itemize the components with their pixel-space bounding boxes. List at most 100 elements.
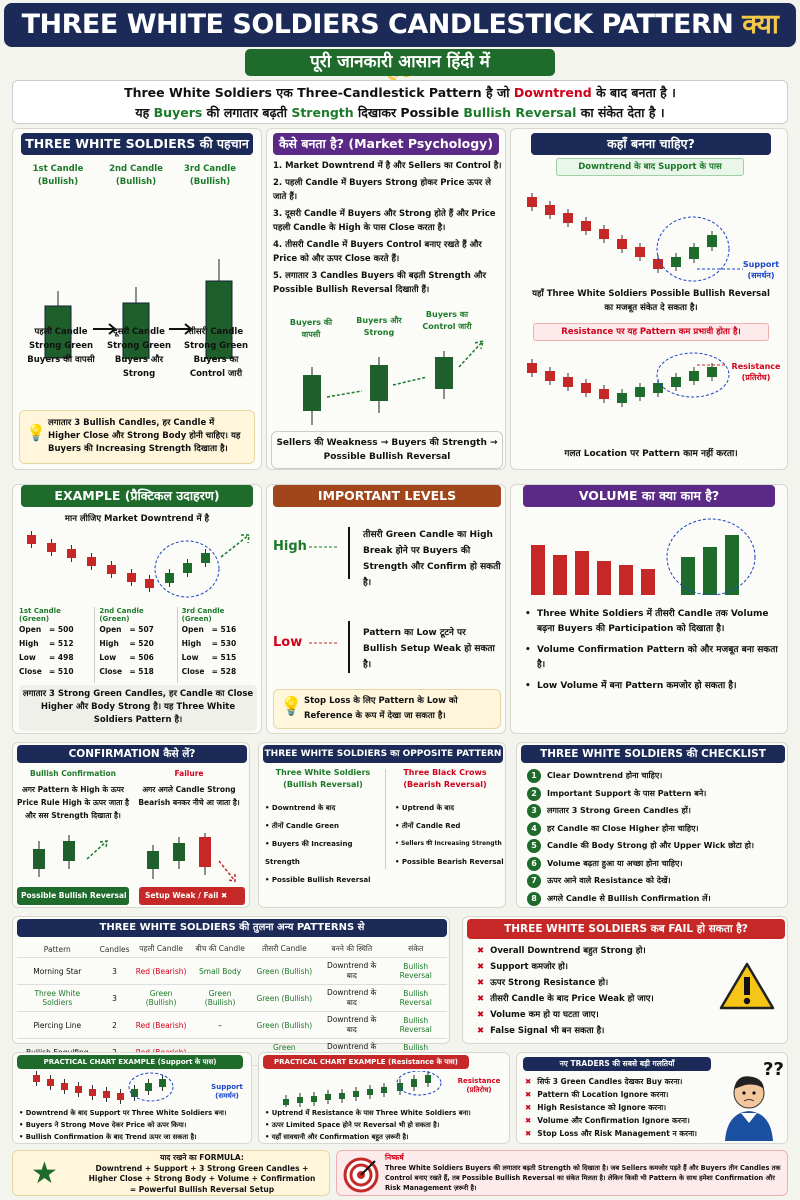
psychology-card: कैसे बनता है? (Market Psychology) 1. Mar… [266, 128, 506, 470]
practical-resistance-card: PRACTICAL CHART EXAMPLE (Resistance के प… [258, 1052, 510, 1144]
candle-body [381, 1087, 387, 1093]
star-icon: ★ [31, 1156, 58, 1191]
psych-candles [303, 339, 485, 425]
opp-right-title: Three Black Crows (Bearish Reversal) [403, 768, 487, 789]
checklist: 1 Clear Downtrend होना चाहिए। 2 Important … [527, 767, 785, 907]
opp-left-list: • Downtrend के बाद • तीनों Candle Green • … [265, 804, 371, 884]
formula-line-1: Downtrend + Support + 3 Strong Green Can… [95, 1163, 309, 1173]
intro-box: Three White Soldiers एक Three-Candlestic… [12, 80, 788, 124]
candle-body [107, 565, 116, 574]
possible-bullish-reversal-badge: Possible Bullish Reversal ✔ [17, 887, 129, 918]
candle-body [581, 221, 591, 231]
candle-body [33, 1075, 40, 1082]
c3-desc: तीसरी Candle Strong Green Buyers का Cont… [183, 327, 249, 379]
volume-bar [553, 555, 567, 595]
example-header: EXAMPLE (प्रैक्टिकल उदाहरण) [21, 485, 253, 507]
levels-note: 💡 Stop Loss के लिए Pattern के Low को Ref… [273, 689, 501, 729]
formula-line-3: = Powerful Bullish Reversal Setup [129, 1184, 275, 1194]
candle-body [325, 1094, 331, 1100]
where-header: कहाँ बनना चाहिए? [531, 133, 771, 155]
check-icon: ✔ [21, 909, 28, 918]
candle-body [47, 543, 56, 552]
highlight-circle [128, 1072, 174, 1102]
cross-icon: ✖ [477, 962, 485, 972]
where-text: यहाँ Three White Soldiers Possible Bulli… [532, 289, 770, 313]
volume-card: VOLUME का क्या काम है? • Three White Sold… [510, 484, 788, 734]
candle-body [27, 535, 36, 544]
where-warn: Resistance पर यह Pattern कम प्रभावी होता… [533, 323, 769, 341]
volume-bar [597, 561, 611, 595]
candle-body [145, 1083, 152, 1091]
example-values: 1st Candle (Green) Open = 500 High = 512 Low… [17, 607, 259, 683]
candle-body [671, 257, 681, 267]
checklist-card: THREE WHITE SOLDIERS की CHECKLIST 1 Clear… [516, 742, 788, 908]
candle-body [599, 229, 609, 239]
bullish-confirmation-title: Bullish Confirmation [30, 769, 116, 778]
candle-body [563, 377, 573, 387]
confirmation-card: CONFIRMATION कैसे लें? Bullish Confirmat… [12, 742, 250, 918]
setup-fail-badge: Setup Weak / Fail ✖ [139, 887, 245, 905]
psych-label-3: Buyers का Control जारी [422, 310, 472, 331]
cross-icon: ✖ [525, 1090, 532, 1099]
candle-body [183, 563, 192, 573]
conclusion-text: Three White Soldiers Buyers की लगातार बढ… [385, 1164, 781, 1192]
candle-body [617, 393, 627, 403]
candle-body [67, 549, 76, 558]
candle-body [311, 1096, 317, 1102]
volume-chart [531, 518, 756, 595]
fail-card: THREE WHITE SOLDIERS कब FAIL हो सकता है?… [462, 916, 788, 1044]
psychology-header: कैसे बनता है? (Market Psychology) [273, 133, 499, 155]
candle-body [581, 383, 591, 393]
three-candles-illustration [44, 259, 233, 359]
confirmation-header: CONFIRMATION कैसे लें? [17, 745, 247, 763]
cross-icon: ✖ [477, 1026, 485, 1036]
volume-bar [531, 545, 545, 595]
candle-body [617, 239, 627, 249]
high-candle [309, 527, 350, 579]
volume-bar [641, 569, 655, 595]
candle-body [653, 259, 663, 269]
table-row: Piercing Line 2 Red (Bearish) – Green (Bulli… [17, 1011, 447, 1039]
support-label: Support (समर्थन) [742, 260, 780, 280]
candle-body [635, 387, 645, 397]
comparison-table: Pattern Candles पहली Candle बीच की Candle ती… [17, 941, 447, 1066]
target-icon [343, 1157, 379, 1193]
practical-support-header: PRACTICAL CHART EXAMPLE (Support के पास) [17, 1055, 243, 1069]
candle-body [689, 371, 699, 381]
example-col-2: 2nd Candle (Green) Open = 507 High = 520 Low… [95, 607, 178, 683]
cross-icon: ✖ [525, 1077, 532, 1086]
psych-label-1: Buyers की वापसी [289, 318, 333, 339]
candle-body [367, 1089, 373, 1095]
candle-body [425, 1075, 431, 1083]
practical-resistance-list: • Uptrend में Resistance के पास Three Wh… [265, 1109, 471, 1141]
where-card: कहाँ बनना चाहिए? Downtrend के बाद Suppor… [510, 128, 788, 470]
cross-icon: ✖ [477, 994, 485, 1004]
pc1-support-label: Support (समर्थन) [211, 1083, 243, 1100]
candle-body [131, 1089, 138, 1097]
candle-body [527, 363, 537, 373]
confused-trader-icon: ?? [725, 1059, 784, 1141]
candle-body [653, 383, 663, 393]
highlight-circle [656, 352, 730, 398]
cross-icon: ✖ [477, 978, 485, 988]
candle-body [599, 389, 609, 399]
candle-body [689, 247, 699, 259]
bulb-icon: 💡 [280, 696, 303, 717]
candle-body [117, 1093, 124, 1100]
failure-text: अगर अगले Candle Strong Bearish बनकर नीचे… [138, 785, 240, 807]
candle-body [47, 1079, 54, 1086]
candle-body [411, 1079, 417, 1087]
c2-label: 2nd Candle (Bullish) [109, 164, 163, 187]
trend-arrow [220, 534, 250, 558]
candle-body [707, 367, 717, 377]
practical-support-chart [33, 1071, 174, 1104]
candle-body [145, 579, 154, 588]
cross-icon: ✖ [221, 891, 228, 900]
page-subtitle: पूरी जानकारी आसान हिंदी में [245, 49, 555, 76]
practical-resistance-header: PRACTICAL CHART EXAMPLE (Resistance के प… [263, 1055, 469, 1069]
candle-body [353, 1091, 359, 1097]
psychology-list: 1. Market Downtrend में है और Sellers का… [273, 161, 502, 295]
candle-body [165, 573, 174, 583]
volume-bar [681, 557, 695, 595]
highlight-circle [154, 540, 220, 598]
